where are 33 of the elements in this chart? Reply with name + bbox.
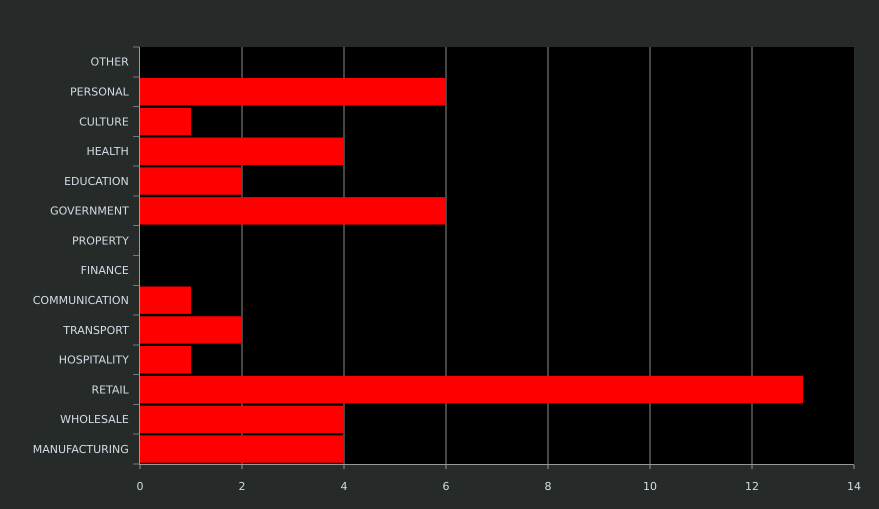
- x-tick-label: 10: [643, 480, 657, 494]
- bar: [140, 435, 344, 463]
- bar: [140, 406, 344, 434]
- y-tick-label: EDUCATION: [64, 174, 129, 188]
- y-tick-label: CULTURE: [79, 115, 129, 128]
- y-tick-label: PROPERTY: [72, 234, 130, 248]
- bar: [140, 286, 191, 314]
- bar: [140, 167, 242, 195]
- y-tick-label: HEALTH: [86, 145, 129, 158]
- y-tick-label: OTHER: [90, 56, 130, 69]
- x-tick-label: 14: [847, 480, 861, 494]
- y-tick-label: RETAIL: [91, 383, 130, 396]
- y-tick-label: PERSONAL: [70, 86, 130, 99]
- x-tick-label: 2: [238, 480, 246, 494]
- y-tick-label: TRANSPORT: [62, 324, 130, 337]
- y-tick-label: MANUFACTURING: [32, 442, 129, 456]
- y-tick-label: GOVERNMENT: [50, 204, 130, 218]
- y-tick-label: FINANCE: [80, 264, 129, 278]
- x-tick-label: 4: [340, 480, 348, 494]
- y-tick-label: HOSPITALITY: [58, 354, 130, 367]
- bar: [140, 376, 803, 404]
- x-tick-label: 8: [544, 480, 552, 494]
- bar: [140, 316, 242, 344]
- bar: [140, 78, 446, 106]
- x-tick-label: 12: [745, 480, 759, 494]
- x-tick-label: 0: [136, 480, 144, 494]
- bar: [140, 108, 191, 136]
- y-tick-label: COMMUNICATION: [32, 294, 129, 308]
- bar: [140, 138, 344, 165]
- y-tick-label: WHOLESALE: [60, 413, 129, 426]
- bar: [140, 346, 191, 374]
- x-tick-label: 6: [442, 480, 450, 494]
- bar: [140, 197, 446, 225]
